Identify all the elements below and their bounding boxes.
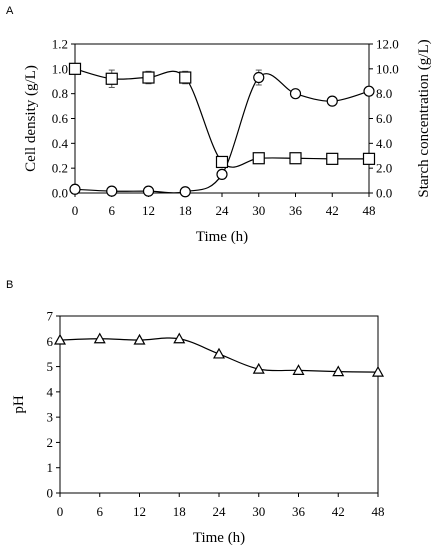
panel-a-y-right-tick-label: 12.0 (376, 37, 399, 52)
panel-b-x-tick-label: 0 (57, 504, 64, 519)
panel-b-label: B (6, 279, 13, 291)
panel-a-series-circle-point (142, 185, 155, 197)
panel-b-y-tick-label: 3 (47, 410, 54, 425)
panel-a-y-right-tick-label: 4.0 (376, 136, 392, 151)
panel-a-series-circle-point (289, 88, 302, 100)
panel-a-series-square-point (142, 71, 155, 84)
panel-a-label: A (6, 5, 14, 17)
panel-b-y-tick-label: 2 (47, 435, 54, 450)
panel-a-x-tick-label: 42 (326, 203, 339, 218)
panel-a-y-tick-label: 0.6 (52, 111, 69, 126)
panel-a-y-right-tick-label: 10.0 (376, 61, 399, 76)
panel-a-series-square-point (68, 62, 82, 75)
panel-a-series-circle-point (326, 95, 338, 107)
panel-a-series-circle-point (69, 183, 81, 195)
panel-b-y-tick-label: 7 (47, 309, 54, 324)
panel-a-x-tick-label: 30 (252, 203, 265, 218)
panel-a-series-square-line (74, 68, 370, 168)
panel-b-series-triangle-point (53, 333, 67, 345)
panel-b-x-tick-label: 30 (252, 504, 265, 519)
panel-b-x-tick-label: 12 (133, 504, 146, 519)
panel-b-x-tick-label: 36 (292, 504, 306, 519)
panel-a-series-square-point (289, 152, 302, 165)
panel-a-series-circle-point (179, 186, 191, 198)
panel-b-y-tick-label: 6 (47, 334, 54, 349)
panel-a-y-tick-label: 0.0 (52, 186, 68, 201)
panel-b-series-triangle-point (252, 362, 265, 374)
panel-b-y-tick-label: 5 (47, 359, 54, 374)
panel-a-y-tick-label: 0.2 (52, 161, 68, 176)
panel-a-x-tick-label: 18 (179, 203, 192, 218)
panel-b-y-tick-label: 4 (47, 384, 54, 399)
panel-a-series-circle-point (363, 85, 375, 97)
panel-b-y-axis-title: pH (11, 395, 27, 414)
panel-b-series-triangle-point (93, 332, 106, 344)
panel-a-series-square-point (252, 152, 265, 165)
panel-a-series-circle-point (216, 168, 228, 180)
panel-a-series-circle-point (106, 185, 118, 197)
panel-b-x-tick-label: 24 (213, 504, 227, 519)
panel-b-x-tick-label: 42 (332, 504, 345, 519)
panel-a-x-tick-label: 36 (289, 203, 303, 218)
panel-b-series-triangle-point (173, 332, 186, 344)
panel-a-y-right-tick-label: 0.0 (376, 186, 392, 201)
panel-a-x-axis-title: Time (h) (196, 229, 248, 245)
panel-a-y-right-tick-label: 6.0 (376, 111, 392, 126)
panel-b-x-axis-title: Time (h) (193, 530, 245, 546)
panel-b-series-triangle-point (212, 347, 226, 359)
panel-a-x-tick-label: 24 (216, 203, 230, 218)
panel-a-series-square-point (105, 72, 118, 85)
panel-a-series-square-point (362, 152, 376, 165)
panel-a-y-right-axis-title: Starch concentration (g/L) (416, 39, 432, 197)
panel-b-series-triangle-point (371, 365, 385, 377)
panel-b-y-tick-label: 1 (47, 460, 54, 475)
panel-b-series-triangle-point (133, 333, 146, 345)
panel-a-x-tick-label: 12 (142, 203, 155, 218)
panel-a-series-circle-point (253, 71, 265, 84)
panel-b-x-tick-label: 18 (173, 504, 186, 519)
panel-a-x-tick-label: 6 (109, 203, 116, 218)
panel-a-y-tick-label: 1.0 (52, 61, 68, 76)
panel-a-series-square-point (326, 152, 339, 165)
panel-a-y-axis-title: Cell density (g/L) (23, 65, 39, 172)
panel-a-x-tick-label: 48 (363, 203, 376, 218)
panel-b-x-tick-label: 6 (97, 504, 104, 519)
panel-a-series-square-point (215, 155, 229, 169)
panel-a-y-tick-label: 1.2 (52, 37, 68, 52)
panel-b-series-triangle-point (332, 365, 345, 377)
panel-a-y-tick-label: 0.4 (52, 136, 69, 151)
panel-b-series-triangle-point (292, 364, 305, 375)
panel-b-plot-frame (59, 315, 379, 494)
panel-a-y-right-tick-label: 2.0 (376, 161, 392, 176)
panel-a-series-square-point (179, 71, 192, 84)
panel-a-y-tick-label: 0.8 (52, 86, 68, 101)
panel-a-y-right-tick-label: 8.0 (376, 86, 392, 101)
panel-b-x-tick-label: 48 (372, 504, 385, 519)
panel-b-y-tick-label: 0 (47, 486, 54, 501)
panel-a-x-tick-label: 0 (72, 203, 79, 218)
